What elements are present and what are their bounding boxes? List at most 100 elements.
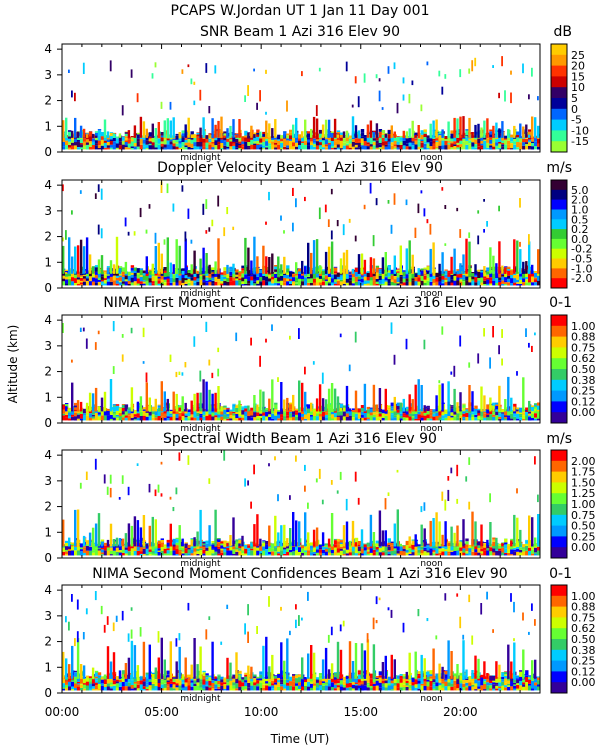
heatmap-cell [71,414,75,417]
heatmap-cell [310,542,314,546]
heatmap-cell [181,130,185,134]
heatmap-cell [333,412,338,418]
heatmap-cell [357,414,362,419]
heatmap-cell [160,546,164,551]
heatmap-cell [378,547,383,553]
heatmap-cell [148,549,152,552]
heatmap-cell [519,529,522,547]
heatmap-cell [474,144,478,148]
heatmap-cell [103,119,107,138]
heatmap-cell [256,412,260,416]
heatmap-cell [190,410,194,415]
heatmap-cell [312,278,317,283]
heatmap-cell [342,277,347,281]
heatmap-cell [462,274,466,280]
heatmap-cell [136,141,141,147]
heatmap-cell [333,138,338,142]
heatmap-cell [312,408,317,412]
heatmap-cell [387,405,391,408]
heatmap-cell [321,499,324,505]
heatmap-cell [184,280,188,282]
heatmap-cell [405,274,409,279]
heatmap-cell [387,409,391,412]
heatmap-cell [528,400,531,412]
heatmap-cell [193,280,197,283]
heatmap-cell [283,138,287,142]
heatmap-cell [301,416,305,421]
heatmap-cell [537,280,541,286]
heatmap-cell [259,269,263,270]
heatmap-cell [181,137,185,142]
heatmap-cell [82,535,86,547]
heatmap-cell [507,553,511,556]
heatmap-cell [121,354,124,362]
heatmap-cell [148,274,152,279]
heatmap-cell [489,397,492,412]
heatmap-cell [148,415,152,421]
heatmap-cell [127,523,131,547]
heatmap-cell [522,548,526,552]
heatmap-cell [354,553,359,556]
heatmap-cell [495,263,498,274]
heatmap-cell [274,515,277,547]
heatmap-cell [241,273,245,278]
heatmap-cell [357,408,362,413]
heatmap-cell [199,417,203,421]
heatmap-cell [438,281,442,286]
heatmap-cell [534,332,536,336]
heatmap-cell [453,416,457,421]
heatmap-cell [516,147,520,150]
heatmap-cell [130,417,135,421]
heatmap-cell [157,276,161,279]
heatmap-cell [402,130,405,138]
heatmap-cell [241,406,245,408]
heatmap-cell [142,410,147,416]
heatmap-cell [118,133,122,138]
heatmap-cell [94,689,99,691]
heatmap-cell [423,272,427,276]
heatmap-cell [477,545,481,548]
heatmap-cell [124,415,129,418]
heatmap-cell [196,549,200,552]
heatmap-cell [420,524,423,547]
colorbar-swatch [551,460,567,472]
heatmap-cell [184,147,188,150]
heatmap-cell [295,117,298,138]
heatmap-cell [387,550,391,552]
heatmap-cell [160,181,163,193]
heatmap-cell [438,131,442,134]
heatmap-cell [217,141,221,145]
heatmap-cell [62,519,65,547]
heatmap-cell [441,187,444,191]
panel-5: NIMA Second Moment Confidences Beam 1 Az… [44,566,595,704]
heatmap-cell [438,135,442,141]
heatmap-cell [97,280,102,282]
heatmap-cell [387,551,391,554]
heatmap-cell [537,409,540,412]
heatmap-cell [160,253,163,274]
heatmap-cell [62,272,66,276]
heatmap-cell [235,539,239,542]
heatmap-cell [74,638,76,647]
heatmap-cell [402,398,405,412]
heatmap-cell [238,276,242,279]
heatmap-cell [175,685,179,688]
heatmap-cell [262,550,266,556]
heatmap-cell [136,268,141,273]
heatmap-cell [486,269,490,272]
heatmap-cell [513,547,517,550]
heatmap-cell [121,271,126,275]
heatmap-cell [205,199,208,209]
heatmap-cell [178,633,181,641]
heatmap-cell [112,264,116,274]
heatmap-cell [304,196,306,202]
heatmap-cell [214,684,218,689]
heatmap-cell [223,544,226,547]
heatmap-cell [82,415,87,421]
heatmap-cell [375,547,380,550]
heatmap-cell [259,546,263,551]
heatmap-cell [369,514,373,547]
heatmap-cell [127,546,132,552]
heatmap-cell [121,686,126,691]
heatmap-cell [151,263,154,274]
